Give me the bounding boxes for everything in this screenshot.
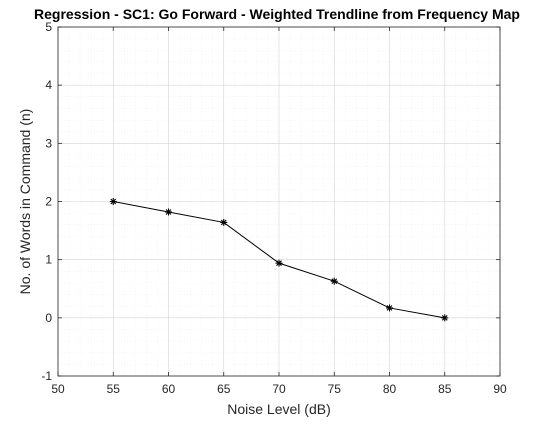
data-point-marker [165, 208, 172, 216]
data-point-marker [220, 218, 228, 226]
y-axis-ticks: -1 0 1 2 3 4 5 [41, 20, 500, 383]
data-point-marker [275, 259, 283, 267]
marker-stroke [220, 219, 227, 226]
marker-stroke [276, 260, 282, 267]
x-tick-label: 50 [51, 382, 65, 396]
data-point-marker [386, 304, 393, 312]
y-tick-label: 3 [45, 136, 52, 150]
marker-stroke [110, 198, 117, 205]
y-tick-label: 4 [45, 78, 52, 92]
marker-stroke [386, 305, 393, 311]
x-axis-ticks: 50 55 60 65 70 75 80 85 90 [51, 27, 507, 396]
y-tick-label: 0 [45, 311, 52, 325]
x-tick-label: 70 [272, 382, 286, 396]
chart-title: Regression - SC1: Go Forward - Weighted … [34, 6, 520, 22]
y-tick-label: -1 [41, 369, 52, 383]
grid [57, 26, 501, 377]
marker-stroke [331, 278, 338, 285]
x-axis-label: Noise Level (dB) [227, 401, 331, 417]
data-point-marker [441, 314, 449, 322]
x-tick-label: 60 [162, 382, 176, 396]
x-tick-label: 65 [217, 382, 231, 396]
marker-stroke [165, 209, 172, 215]
x-tick-label: 90 [493, 382, 507, 396]
y-axis-label: No. of Words in Command (n) [17, 109, 33, 295]
y-tick-label: 2 [45, 195, 52, 209]
marker-stroke [441, 314, 448, 321]
data-series [109, 198, 449, 322]
x-tick-label: 85 [438, 382, 452, 396]
x-tick-label: 80 [383, 382, 397, 396]
x-tick-label: 75 [328, 382, 342, 396]
y-tick-label: 1 [45, 253, 52, 267]
y-tick-label: 5 [45, 20, 52, 34]
data-point-marker [330, 277, 338, 285]
x-tick-label: 55 [107, 382, 121, 396]
data-point-marker [109, 198, 117, 205]
